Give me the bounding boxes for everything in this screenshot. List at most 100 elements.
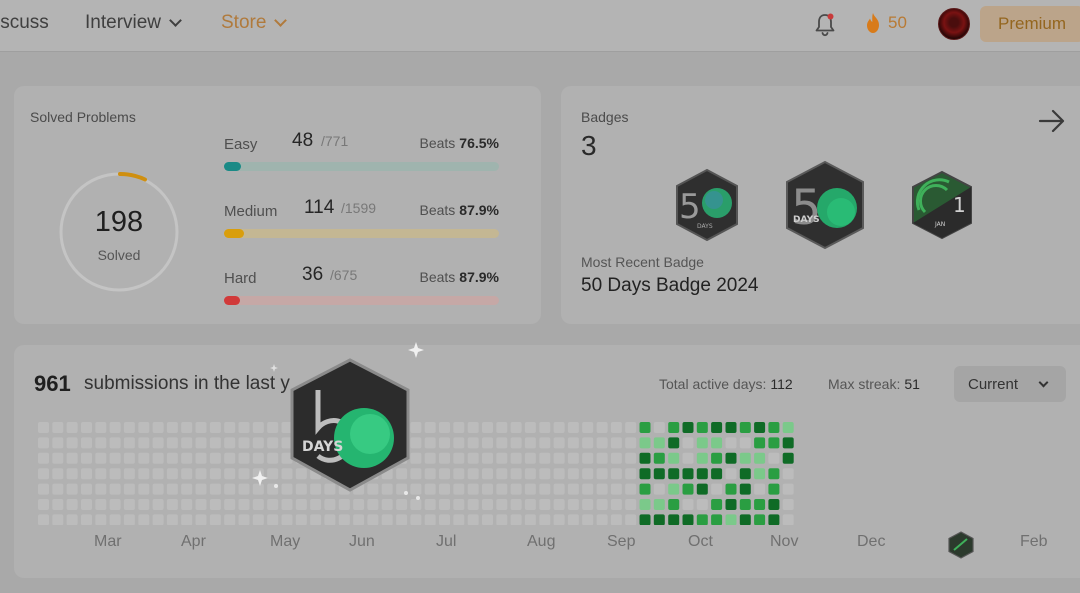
heatmap-cell[interactable]: [410, 483, 422, 495]
heatmap-cell[interactable]: [639, 422, 651, 433]
heatmap-cell[interactable]: [696, 514, 708, 525]
heatmap-cell[interactable]: [66, 514, 78, 525]
heatmap-cell[interactable]: [439, 514, 450, 525]
heatmap-cell[interactable]: [138, 452, 150, 464]
heatmap-cell[interactable]: [381, 514, 393, 525]
heatmap-cell[interactable]: [267, 468, 279, 480]
heatmap-cell[interactable]: [539, 514, 551, 525]
heatmap-cell[interactable]: [52, 468, 64, 480]
heatmap-cell[interactable]: [639, 452, 651, 464]
heatmap-cell[interactable]: [353, 514, 365, 525]
heatmap-cell[interactable]: [424, 499, 436, 510]
heatmap-cell[interactable]: [195, 468, 207, 480]
heatmap-cell[interactable]: [539, 422, 551, 433]
heatmap-cell[interactable]: [782, 437, 794, 449]
heatmap-cell[interactable]: [38, 422, 49, 433]
heatmap-cell[interactable]: [625, 514, 637, 525]
heatmap-cell[interactable]: [195, 437, 207, 449]
heatmap-cell[interactable]: [696, 422, 708, 433]
heatmap-cell[interactable]: [524, 437, 536, 449]
heatmap-cell[interactable]: [610, 483, 622, 495]
heatmap-cell[interactable]: [510, 452, 522, 464]
heatmap-cell[interactable]: [696, 437, 708, 449]
heatmap-cell[interactable]: [711, 499, 723, 510]
heatmap-cell[interactable]: [639, 499, 651, 510]
heatmap-cell[interactable]: [109, 483, 121, 495]
heatmap-cell[interactable]: [524, 468, 536, 480]
heatmap-cell[interactable]: [539, 499, 551, 510]
heatmap-cell[interactable]: [610, 452, 622, 464]
heatmap-cell[interactable]: [281, 514, 293, 525]
heatmap-cell[interactable]: [768, 514, 780, 525]
heatmap-cell[interactable]: [782, 483, 794, 495]
heatmap-cell[interactable]: [639, 483, 651, 495]
heatmap-cell[interactable]: [424, 437, 436, 449]
heatmap-cell[interactable]: [439, 422, 450, 433]
heatmap-cell[interactable]: [754, 437, 766, 449]
heatmap-cell[interactable]: [510, 468, 522, 480]
heatmap-cell[interactable]: [152, 514, 164, 525]
heatmap-cell[interactable]: [195, 514, 207, 525]
heatmap-cell[interactable]: [754, 468, 766, 480]
heatmap-cell[interactable]: [439, 437, 450, 449]
heatmap-cell[interactable]: [610, 468, 622, 480]
heatmap-cell[interactable]: [739, 452, 751, 464]
heatmap-cell[interactable]: [482, 499, 493, 510]
heatmap-cell[interactable]: [81, 483, 92, 495]
heatmap-cell[interactable]: [123, 483, 135, 495]
heatmap-cell[interactable]: [482, 422, 493, 433]
heatmap-cell[interactable]: [166, 437, 178, 449]
heatmap-cell[interactable]: [66, 422, 78, 433]
heatmap-cell[interactable]: [682, 422, 694, 433]
heatmap-cell[interactable]: [166, 514, 178, 525]
heatmap-cell[interactable]: [52, 499, 64, 510]
heatmap-cell[interactable]: [768, 437, 780, 449]
heatmap-cell[interactable]: [754, 499, 766, 510]
heatmap-cell[interactable]: [38, 483, 49, 495]
heatmap-cell[interactable]: [95, 422, 107, 433]
heatmap-cell[interactable]: [95, 483, 107, 495]
heatmap-cell[interactable]: [668, 422, 680, 433]
heatmap-cell[interactable]: [224, 483, 236, 495]
heatmap-cell[interactable]: [252, 483, 264, 495]
heatmap-cell[interactable]: [668, 483, 680, 495]
heatmap-cell[interactable]: [152, 499, 164, 510]
heatmap-cell[interactable]: [610, 437, 622, 449]
heatmap-cell[interactable]: [310, 483, 322, 495]
heatmap-cell[interactable]: [782, 468, 794, 480]
heatmap-cell[interactable]: [711, 514, 723, 525]
heatmap-cell[interactable]: [353, 499, 365, 510]
heatmap-cell[interactable]: [109, 422, 121, 433]
heatmap-cell[interactable]: [653, 483, 665, 495]
heatmap-cell[interactable]: [482, 452, 493, 464]
heatmap-cell[interactable]: [209, 452, 221, 464]
heatmap-cell[interactable]: [553, 468, 565, 480]
heatmap-cell[interactable]: [553, 514, 565, 525]
heatmap-cell[interactable]: [66, 468, 78, 480]
heatmap-cell[interactable]: [396, 483, 408, 495]
heatmap-cell[interactable]: [453, 437, 465, 449]
heatmap-cell[interactable]: [739, 422, 751, 433]
heatmap-cell[interactable]: [610, 499, 622, 510]
heatmap-cell[interactable]: [653, 468, 665, 480]
heatmap-cell[interactable]: [711, 437, 723, 449]
heatmap-cell[interactable]: [482, 437, 493, 449]
heatmap-cell[interactable]: [582, 437, 594, 449]
heatmap-cell[interactable]: [682, 514, 694, 525]
heatmap-cell[interactable]: [739, 468, 751, 480]
heatmap-cell[interactable]: [38, 437, 49, 449]
heatmap-cell[interactable]: [596, 422, 608, 433]
50-days-badge-icon[interactable]: 5 DAYS: [673, 168, 741, 242]
heatmap-cell[interactable]: [381, 499, 393, 510]
heatmap-cell[interactable]: [610, 422, 622, 433]
heatmap-cell[interactable]: [81, 468, 92, 480]
heatmap-cell[interactable]: [725, 499, 737, 510]
heatmap-cell[interactable]: [682, 468, 694, 480]
heatmap-cell[interactable]: [410, 499, 422, 510]
heatmap-cell[interactable]: [453, 483, 465, 495]
heatmap-cell[interactable]: [439, 499, 450, 510]
heatmap-cell[interactable]: [782, 499, 794, 510]
heatmap-cell[interactable]: [267, 514, 279, 525]
heatmap-cell[interactable]: [696, 452, 708, 464]
heatmap-cell[interactable]: [510, 483, 522, 495]
